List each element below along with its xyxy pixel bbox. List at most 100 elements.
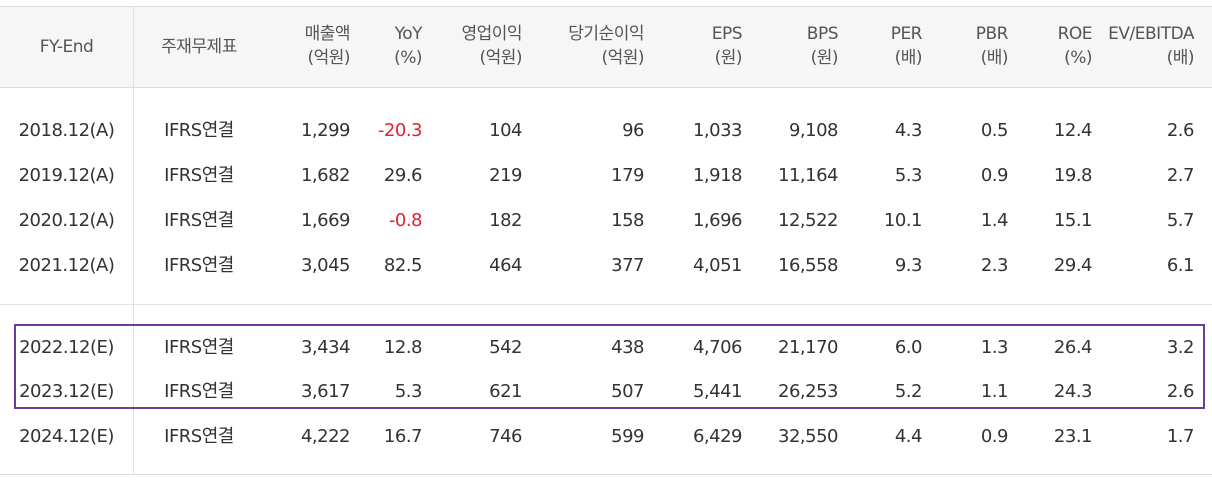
table-row: 2023.12(E) IFRS연결 3,617 5.3 621 507 5,441 26,25… bbox=[0, 369, 1212, 414]
header-fy-end: FY-End bbox=[39, 37, 94, 57]
cell-net-income: 179 bbox=[611, 165, 644, 186]
cell-roe: 19.8 bbox=[1053, 165, 1093, 186]
cell-revenue: 1,682 bbox=[300, 165, 351, 186]
cell-eps: 4,706 bbox=[692, 337, 743, 358]
cell-main-statement: IFRS연결 bbox=[164, 210, 234, 231]
cell-yoy: -20.3 bbox=[377, 120, 423, 141]
cell-fy-end: 2022.12(E) bbox=[19, 337, 114, 358]
column-divider-estimate bbox=[133, 305, 134, 475]
header-ev-ebitda: EV/EBITDA (배) bbox=[1108, 24, 1194, 68]
cell-pbr: 0.5 bbox=[980, 120, 1009, 141]
header-roe: ROE (%) bbox=[1057, 24, 1093, 68]
cell-bps: 11,164 bbox=[778, 165, 838, 186]
cell-main-statement: IFRS연결 bbox=[164, 337, 234, 358]
cell-eps: 5,441 bbox=[692, 381, 743, 402]
cell-net-income: 507 bbox=[611, 381, 644, 402]
cell-roe: 12.4 bbox=[1053, 120, 1093, 141]
cell-revenue: 4,222 bbox=[300, 426, 351, 447]
header-net-income: 당기순이익 (억원) bbox=[568, 24, 644, 68]
table-row: 2019.12(A) IFRS연결 1,682 29.6 219 179 1,918 11,1… bbox=[0, 153, 1212, 198]
table-row: 2021.12(A) IFRS연결 3,045 82.5 464 377 4,051 16,5… bbox=[0, 243, 1212, 288]
cell-ev-ebitda: 5.7 bbox=[1166, 210, 1195, 231]
cell-roe: 24.3 bbox=[1053, 381, 1093, 402]
cell-operating-profit: 104 bbox=[489, 120, 522, 141]
cell-pbr: 1.4 bbox=[980, 210, 1009, 231]
cell-bps: 32,550 bbox=[778, 426, 838, 447]
cell-net-income: 96 bbox=[622, 120, 644, 141]
column-divider-actual bbox=[133, 88, 134, 304]
cell-ev-ebitda: 2.6 bbox=[1166, 120, 1195, 141]
table-bottom-border bbox=[0, 474, 1212, 475]
table-row: 2020.12(A) IFRS연결 1,669 -0.8 182 158 1,696 12,5… bbox=[0, 198, 1212, 243]
cell-ev-ebitda: 3.2 bbox=[1166, 337, 1195, 358]
cell-yoy: -0.8 bbox=[388, 210, 423, 231]
cell-ev-ebitda: 1.7 bbox=[1166, 426, 1195, 447]
header-main-statement: 주재무제표 bbox=[161, 37, 237, 57]
cell-roe: 15.1 bbox=[1053, 210, 1093, 231]
cell-per: 4.4 bbox=[894, 426, 923, 447]
cell-per: 5.2 bbox=[894, 381, 923, 402]
cell-roe: 29.4 bbox=[1053, 255, 1093, 276]
table-row: 2018.12(A) IFRS연결 1,299 -20.3 104 96 1,033 9,10… bbox=[0, 108, 1212, 153]
cell-ev-ebitda: 2.7 bbox=[1166, 165, 1195, 186]
cell-bps: 16,558 bbox=[778, 255, 838, 276]
cell-revenue: 3,045 bbox=[300, 255, 351, 276]
cell-per: 9.3 bbox=[894, 255, 923, 276]
header-eps: EPS (원) bbox=[711, 24, 743, 68]
header-bps: BPS (원) bbox=[806, 24, 839, 68]
cell-per: 6.0 bbox=[894, 337, 923, 358]
cell-bps: 12,522 bbox=[778, 210, 838, 231]
cell-net-income: 438 bbox=[611, 337, 644, 358]
cell-net-income: 377 bbox=[611, 255, 644, 276]
cell-eps: 1,033 bbox=[692, 120, 743, 141]
column-divider-header bbox=[133, 7, 134, 88]
cell-operating-profit: 182 bbox=[489, 210, 522, 231]
cell-net-income: 599 bbox=[611, 426, 644, 447]
cell-pbr: 2.3 bbox=[980, 255, 1009, 276]
cell-operating-profit: 542 bbox=[489, 337, 522, 358]
cell-main-statement: IFRS연결 bbox=[164, 255, 234, 276]
table-row: 2022.12(E) IFRS연결 3,434 12.8 542 438 4,706 21,1… bbox=[0, 325, 1212, 370]
cell-eps: 1,696 bbox=[692, 210, 743, 231]
cell-fy-end: 2020.12(A) bbox=[18, 210, 115, 231]
cell-roe: 26.4 bbox=[1053, 337, 1093, 358]
table-row: 2024.12(E) IFRS연결 4,222 16.7 746 599 6,429 32,5… bbox=[0, 414, 1212, 459]
cell-revenue: 1,669 bbox=[300, 210, 351, 231]
cell-yoy: 12.8 bbox=[383, 337, 423, 358]
header-revenue: 매출액 (억원) bbox=[304, 24, 351, 68]
cell-ev-ebitda: 2.6 bbox=[1166, 381, 1195, 402]
header-pbr: PBR (배) bbox=[975, 24, 1009, 68]
cell-main-statement: IFRS연결 bbox=[164, 426, 234, 447]
estimate-highlight-box bbox=[14, 324, 1205, 409]
cell-yoy: 5.3 bbox=[394, 381, 423, 402]
cell-bps: 26,253 bbox=[778, 381, 838, 402]
cell-net-income: 158 bbox=[611, 210, 644, 231]
cell-per: 5.3 bbox=[894, 165, 923, 186]
cell-ev-ebitda: 6.1 bbox=[1166, 255, 1195, 276]
cell-yoy: 29.6 bbox=[383, 165, 423, 186]
cell-bps: 21,170 bbox=[778, 337, 838, 358]
header-divider bbox=[0, 87, 1212, 88]
cell-fy-end: 2021.12(A) bbox=[18, 255, 115, 276]
table-top-border bbox=[0, 6, 1212, 7]
cell-operating-profit: 219 bbox=[489, 165, 522, 186]
cell-per: 4.3 bbox=[894, 120, 923, 141]
cell-per: 10.1 bbox=[883, 210, 923, 231]
group-divider bbox=[0, 304, 1212, 305]
cell-eps: 1,918 bbox=[692, 165, 743, 186]
cell-fy-end: 2019.12(A) bbox=[18, 165, 115, 186]
header-per: PER (배) bbox=[890, 24, 923, 68]
cell-revenue: 1,299 bbox=[300, 120, 351, 141]
cell-main-statement: IFRS연결 bbox=[164, 120, 234, 141]
cell-operating-profit: 746 bbox=[489, 426, 522, 447]
header-operating-profit: 영업이익 (억원) bbox=[461, 24, 522, 68]
cell-revenue: 3,434 bbox=[300, 337, 351, 358]
cell-roe: 23.1 bbox=[1053, 426, 1093, 447]
cell-pbr: 1.1 bbox=[980, 381, 1009, 402]
cell-eps: 4,051 bbox=[692, 255, 743, 276]
cell-pbr: 0.9 bbox=[980, 165, 1009, 186]
cell-fy-end: 2024.12(E) bbox=[19, 426, 114, 447]
cell-main-statement: IFRS연결 bbox=[164, 381, 234, 402]
cell-operating-profit: 621 bbox=[489, 381, 522, 402]
